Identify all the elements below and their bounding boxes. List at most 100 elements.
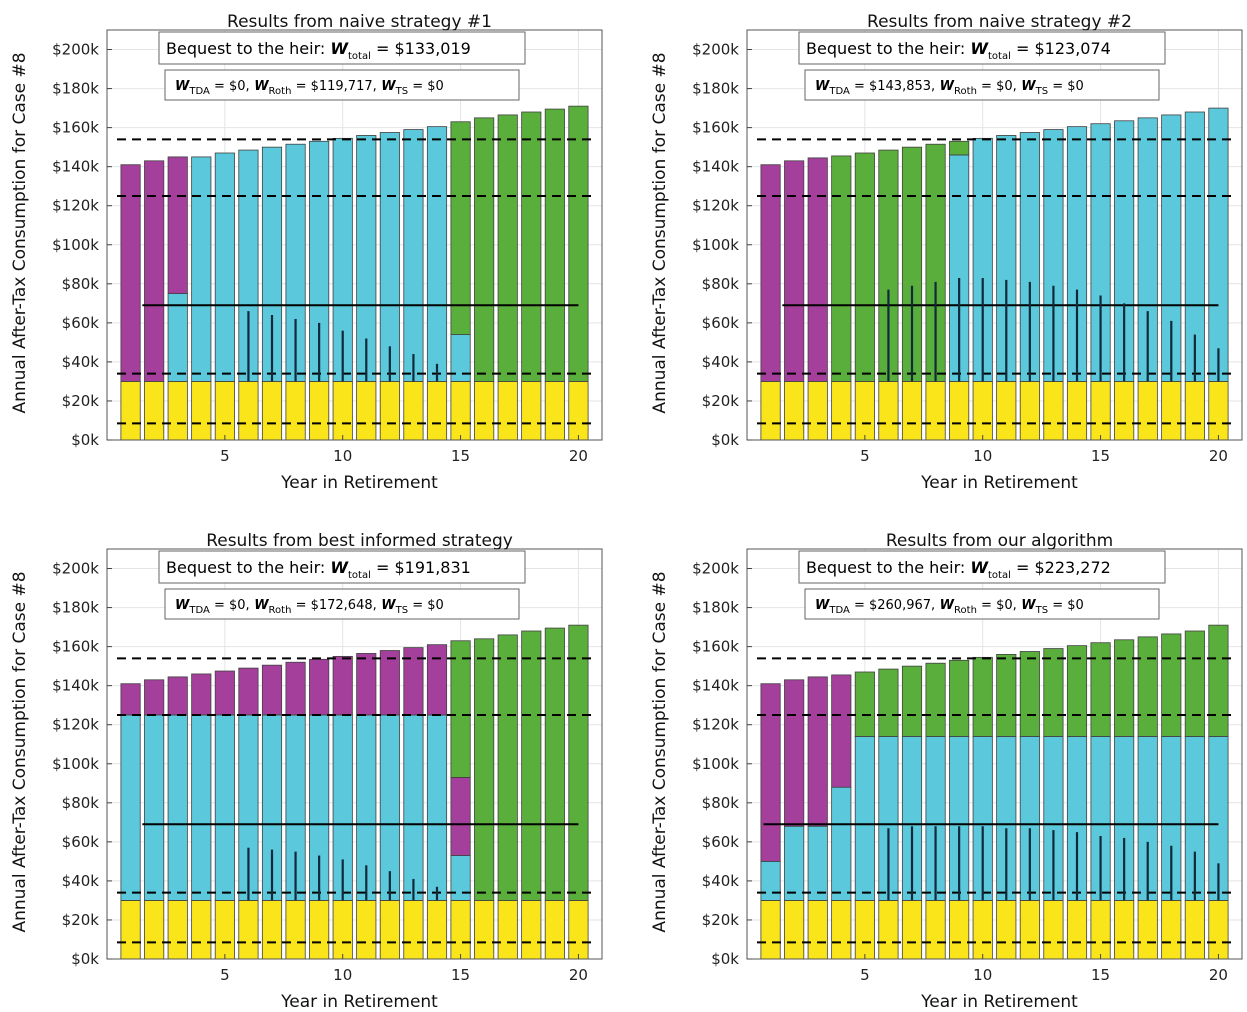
bar-segment-green	[1066, 645, 1088, 737]
bar-segment-cyan	[807, 825, 828, 901]
bar-segment-yellow	[474, 900, 495, 960]
bar-segment-cyan	[403, 129, 424, 382]
breakdown-box	[164, 588, 520, 620]
bar-segment-cyan	[1066, 126, 1088, 382]
bar-segment-green	[1184, 630, 1205, 737]
bar-segment-yellow	[1137, 381, 1158, 441]
y-tick-label: $160k	[692, 119, 739, 137]
bar-segment-green	[1090, 642, 1111, 737]
bar-segment-yellow	[807, 381, 828, 441]
y-tick-label: $120k	[52, 197, 99, 215]
y-tick-label: $140k	[692, 158, 739, 176]
bar-segment-yellow	[878, 381, 899, 441]
chart-panel-4: $0k $20k $40k $60k $80k $100k $120k $140k $160k $…	[650, 531, 1243, 1012]
bar-segment-green	[1114, 639, 1135, 737]
y-axis-label: Annual After-Tax Consumption for Case #8	[10, 571, 30, 932]
bar-segment-yellow	[285, 381, 306, 441]
y-tick-label: $160k	[52, 638, 99, 656]
bequest-box	[798, 550, 1166, 584]
x-tick-label: 10	[973, 447, 992, 465]
bar-segment-magenta	[332, 655, 353, 716]
x-axis-label: Year in Retirement	[920, 473, 1078, 493]
bar-segment-green	[474, 117, 495, 382]
breakdown-box	[164, 69, 520, 101]
bar-segment-yellow	[356, 381, 377, 441]
bar-segment-cyan	[144, 714, 165, 901]
bar-segment-yellow	[1161, 381, 1182, 441]
y-tick-label: $100k	[52, 755, 99, 773]
bar-segment-magenta	[379, 650, 400, 716]
bar-segment-yellow	[450, 381, 471, 441]
bar-segment-cyan	[760, 860, 781, 901]
bar-segment-yellow	[497, 900, 518, 960]
bar-segment-cyan	[1090, 123, 1111, 382]
breakdown-text: WTDA = $260,967, WRoth = $0, WTS = $0	[815, 598, 1084, 616]
bar-segment-yellow	[403, 381, 424, 441]
y-tick-label: $0k	[71, 950, 99, 968]
bar-segment-green	[450, 121, 471, 335]
chart-panel-1: $0k $20k $40k $60k $80k $100k $120k $140k $160k $…	[10, 12, 603, 493]
bar-segment-green	[544, 627, 565, 901]
bar-segment-yellow	[1161, 900, 1182, 960]
y-tick-label: $40k	[702, 872, 740, 890]
y-tick-label: $120k	[692, 716, 739, 734]
x-tick-label: 5	[220, 447, 230, 465]
y-tick-label: $20k	[62, 392, 100, 410]
bar-segment-cyan	[426, 714, 448, 901]
bar-segment-cyan	[1019, 132, 1040, 382]
y-tick-label: $180k	[692, 599, 739, 617]
bar-segment-yellow	[238, 900, 259, 960]
x-tick-label: 5	[860, 966, 870, 984]
bar-segment-green	[1137, 636, 1158, 737]
bar-segment-yellow	[760, 381, 781, 441]
bar-segment-cyan	[214, 714, 235, 901]
x-axis-label: Year in Retirement	[920, 992, 1078, 1012]
y-tick-label: $140k	[52, 677, 99, 695]
breakdown-text: WTDA = $143,853, WRoth = $0, WTS = $0	[815, 79, 1084, 97]
axes-frame	[746, 548, 1243, 960]
bar-segment-yellow	[1043, 900, 1064, 960]
bar-segment-yellow	[807, 900, 828, 960]
bar-segment-yellow	[521, 381, 542, 441]
bar-segment-yellow	[972, 900, 993, 960]
bar-segment-magenta	[120, 683, 141, 716]
bar-segment-green	[901, 146, 923, 382]
bar-segment-yellow	[120, 900, 141, 960]
bar-segment-magenta	[144, 160, 165, 382]
bar-segment-green	[1208, 624, 1229, 737]
y-tick-label: $0k	[711, 431, 739, 449]
bar-segment-yellow	[831, 900, 852, 960]
bar-segment-green	[568, 624, 589, 901]
bar-segment-yellow	[285, 900, 306, 960]
bar-segment-yellow	[356, 900, 377, 960]
bar-segment-yellow	[1184, 381, 1205, 441]
y-tick-label: $180k	[52, 599, 99, 617]
bar-segment-cyan	[450, 855, 471, 901]
bar-segment-yellow	[426, 900, 448, 960]
bar-segment-cyan	[120, 714, 141, 901]
bar-segment-magenta	[144, 679, 165, 716]
y-tick-label: $60k	[702, 833, 740, 851]
bequest-text: Bequest to the heir: Wtotal = $223,272	[806, 558, 1111, 581]
bequest-text: Bequest to the heir: Wtotal = $123,074	[806, 39, 1111, 62]
bar-segment-magenta	[356, 653, 377, 716]
y-tick-label: $160k	[52, 119, 99, 137]
bar-segment-magenta	[784, 679, 805, 827]
bar-segment-cyan	[167, 714, 188, 901]
bar-segment-green	[544, 108, 565, 382]
bar-segment-green	[568, 105, 589, 382]
bar-segment-green	[878, 668, 899, 737]
bar-segment-yellow	[901, 900, 923, 960]
bar-segment-yellow	[474, 381, 495, 441]
bar-segment-yellow	[544, 900, 565, 960]
bar-segment-yellow	[878, 900, 899, 960]
y-tick-label: $60k	[702, 314, 740, 332]
y-tick-label: $180k	[52, 80, 99, 98]
x-tick-label: 15	[1091, 966, 1110, 984]
bar-segment-green	[474, 638, 495, 901]
bar-segment-cyan	[379, 132, 400, 382]
bar-segment-green	[901, 665, 923, 737]
bar-segment-yellow	[332, 381, 353, 441]
bar-segment-magenta	[760, 683, 781, 862]
